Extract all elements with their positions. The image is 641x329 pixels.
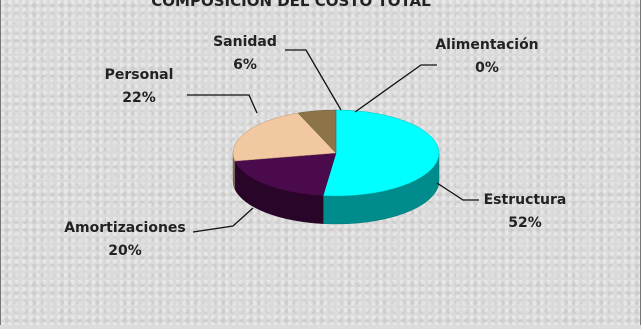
leader-line-0	[436, 182, 479, 201]
chart-title: COMPOSICIÓN DEL COSTO TOTAL	[151, 0, 431, 10]
leader-line-2	[187, 94, 258, 114]
slice-label-3: Sanidad	[213, 34, 277, 50]
slice-percent-0: 52%	[508, 215, 542, 231]
slice-label-0: Estructura	[484, 192, 567, 208]
slice-percent-3: 6%	[233, 57, 257, 73]
slice-percent-2: 22%	[122, 90, 156, 106]
slice-label-2: Personal	[105, 67, 174, 83]
pie-slice-3	[297, 109, 337, 154]
leader-line-3	[285, 49, 342, 111]
slice-percent-4: 0%	[475, 60, 499, 76]
leader-line-4	[354, 64, 437, 113]
slice-label-1: Amortizaciones	[64, 220, 186, 236]
slice-percent-1: 20%	[108, 243, 142, 259]
slice-label-4: Alimentación	[435, 37, 538, 53]
pie-slice-1	[234, 152, 337, 196]
leader-line-1	[192, 207, 254, 233]
pie-slice-2	[232, 112, 337, 162]
pie-slice-0	[322, 109, 440, 197]
